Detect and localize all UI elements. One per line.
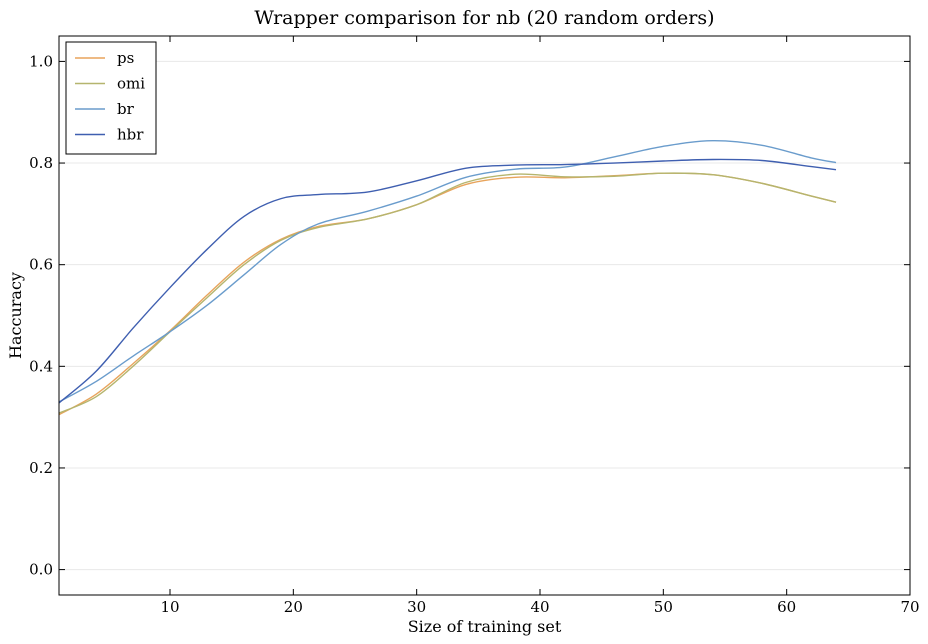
- series-line-ps: [58, 172, 837, 416]
- y-tick-label: 0.6: [29, 256, 53, 274]
- y-tick-label: 1.0: [29, 52, 53, 70]
- y-axis-label: Haccuracy: [6, 272, 25, 359]
- plot-area-frame: [58, 35, 911, 596]
- series-line-hbr: [58, 158, 837, 404]
- series-line-br: [58, 139, 837, 403]
- x-tick-label: 70: [900, 598, 919, 616]
- x-tick-label: 40: [530, 598, 549, 616]
- gridlines: [59, 60, 910, 571]
- series-line-omi: [58, 172, 837, 414]
- x-tick-label: 10: [160, 598, 179, 616]
- legend-label-hbr: hbr: [117, 126, 144, 144]
- legend: ps omi br hbr: [65, 41, 157, 155]
- y-tick-label: 0.2: [29, 459, 53, 477]
- chart-title: Wrapper comparison for nb (20 random ord…: [254, 7, 714, 29]
- y-tick-label: 0.4: [29, 357, 53, 375]
- x-tick-label: 50: [654, 598, 673, 616]
- legend-label-br: br: [117, 100, 135, 118]
- x-tick-label: 30: [407, 598, 426, 616]
- y-tick-label: 0.0: [29, 561, 53, 579]
- x-tick-label: 60: [777, 598, 796, 616]
- axis-ticks: 0.0 0.2 0.4 0.6 0.8 1.0 10 20 30 40 50 60 70: [29, 36, 920, 616]
- legend-label-ps: ps: [117, 49, 134, 67]
- y-tick-label: 0.8: [29, 154, 53, 172]
- legend-box: [65, 41, 157, 155]
- legend-label-omi: omi: [117, 75, 145, 93]
- x-axis-label: Size of training set: [408, 617, 562, 636]
- series-lines: [58, 139, 837, 416]
- x-tick-label: 20: [284, 598, 303, 616]
